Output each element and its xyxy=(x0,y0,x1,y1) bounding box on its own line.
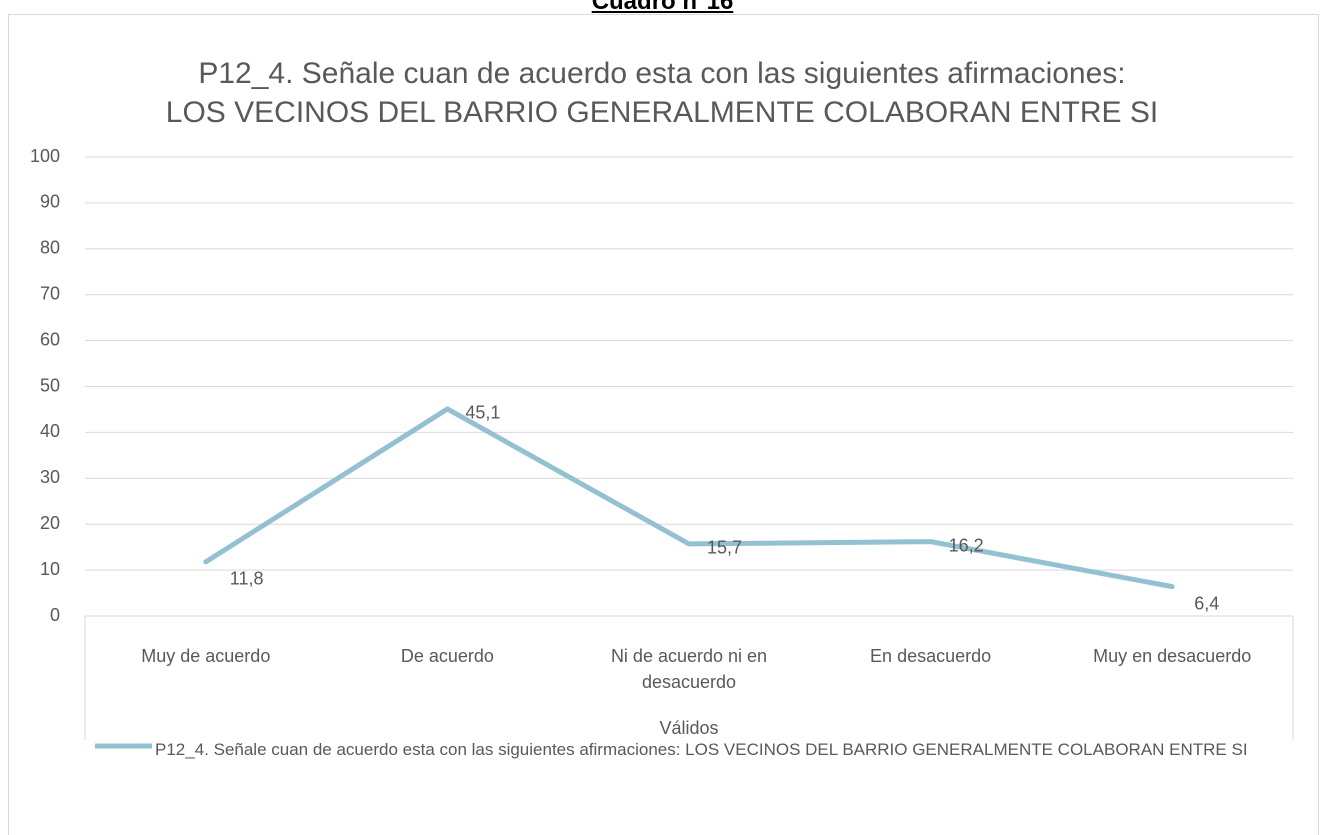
y-tick-label: 60 xyxy=(40,329,60,349)
y-tick-label: 70 xyxy=(40,283,60,303)
group-label: Válidos xyxy=(659,718,719,738)
y-tick-label: 20 xyxy=(40,513,60,533)
chart-title: LOS VECINOS DEL BARRIO GENERALMENTE COLA… xyxy=(166,96,1158,129)
x-tick-label: En desacuerdo xyxy=(870,646,992,666)
y-tick-label: 0 xyxy=(50,605,60,625)
line xyxy=(203,406,1175,590)
y-tick-label: 80 xyxy=(40,238,60,258)
data-label: 45,1 xyxy=(465,403,500,423)
heading: Cuadro n°16 xyxy=(591,0,734,15)
x-tick-label: Muy de acuerdo xyxy=(141,646,271,666)
data-label: 16,2 xyxy=(949,535,984,555)
y-tick-label: 40 xyxy=(40,421,60,441)
data-label: 6,4 xyxy=(1194,593,1219,613)
y-tick-label: 90 xyxy=(40,192,60,212)
y-tick-label: 50 xyxy=(40,375,60,395)
x-tick-label: Muy en desacuerdo xyxy=(1093,646,1252,666)
y-tick-label: 10 xyxy=(40,559,60,579)
legend-label: P12_4. Señale cuan de acuerdo esta con l… xyxy=(155,740,1248,759)
data-label: 11,8 xyxy=(230,569,264,589)
x-tick-label: De acuerdo xyxy=(400,646,494,666)
chart-title: P12_4. Señale cuan de acuerdo esta con l… xyxy=(198,57,1125,90)
y-tick-label: 100 xyxy=(30,146,60,166)
data-label: 15,7 xyxy=(707,538,742,558)
y-tick-label: 30 xyxy=(40,467,60,487)
x-tick-label: Ni de acuerdo ni en desacuerdo xyxy=(610,646,768,692)
chart-border xyxy=(8,14,1319,835)
